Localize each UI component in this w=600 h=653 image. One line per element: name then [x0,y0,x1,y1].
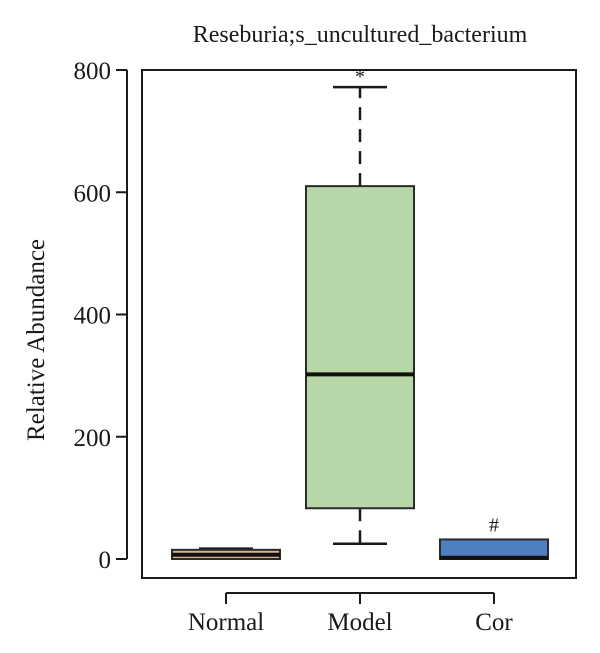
boxes-layer: *# [171,66,549,561]
significance-annotation: * [355,66,365,88]
y-axis-label: Relative Abundance [23,239,50,441]
x-tick-label: Cor [475,609,513,636]
box-iqr [305,185,415,510]
significance-annotation: # [489,514,499,536]
box-group-cor: # [439,514,549,561]
y-tick-label: 400 [74,303,112,330]
chart-title: Reseburia;s_uncultured_bacterium [193,22,528,48]
box-group-normal [171,547,281,560]
y-tick-label: 800 [74,58,112,85]
x-tick-label: Model [327,609,392,636]
y-axis: 0 200 400 600 800 [74,58,128,574]
box-group-model: * [305,66,415,545]
y-tick-label: 200 [74,425,112,452]
x-axis: Normal Model Cor [188,592,513,636]
y-tick-label: 600 [74,180,112,207]
plot-frame [141,69,577,579]
y-tick-label: 0 [99,547,112,574]
x-tick-label: Normal [188,609,264,636]
